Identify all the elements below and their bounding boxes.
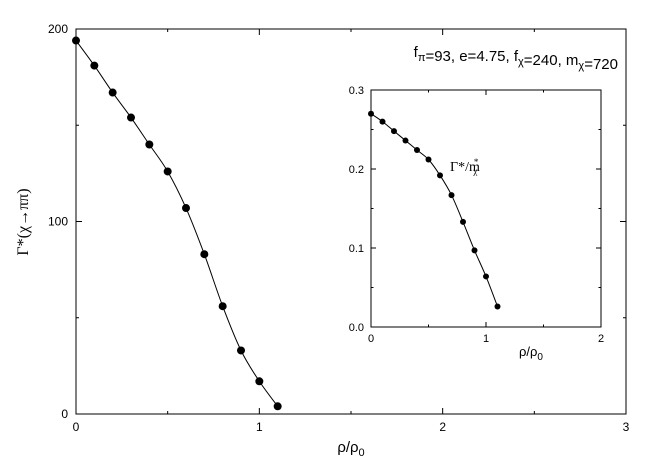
main-x-tick-label: 2 [439,420,446,434]
inset-series-label: Γ*/m* χ [450,157,480,176]
main-data-point [163,167,172,176]
inset-x-tick-label: 0 [368,333,374,345]
main-data-point [255,377,264,386]
inset-data-point [437,172,443,179]
main-x-tick-label: 0 [73,420,80,434]
inset-data-point [402,137,409,144]
main-data-point [182,204,190,213]
inset-ticks [370,89,602,328]
main-ticks [75,28,627,415]
main-data-point [145,140,154,149]
inset-x-axis-label: ρ/ρ0 [519,344,543,363]
main-data-point [200,250,209,259]
main-data-point [273,402,282,411]
main-data-point [218,302,227,311]
main-y-tick-label: 200 [48,22,68,36]
main-x-tick-label: 1 [256,420,263,434]
inset-data-point [494,303,501,310]
inset-data-point [414,147,420,154]
inset-data-point [379,118,386,125]
main-data-point [72,36,80,45]
main-data-point [127,113,135,122]
inset-y-tick-label: 0.2 [349,164,364,176]
main-y-tick-label: 0 [61,407,68,421]
main-series-points [72,36,282,411]
inset-data-point [460,218,466,225]
inset-plot-frame [370,89,602,328]
main-data-point [237,346,245,355]
parameter-annotation: fπ=93, e=4.75, fχ=240, mχ=720 [414,44,618,73]
inset-y-tick-label: 0.0 [349,322,364,334]
main-y-axis-label: Γ*(χ→ππ) [15,188,32,255]
inset-x-tick-label: 2 [598,333,604,345]
inset-data-point [391,128,397,135]
main-plot: 0 1 2 3 0 100 200 fπ=93, e=4.75, fχ=240, mχ=72… [15,22,630,459]
inset-x-tick-label: 1 [483,333,489,345]
main-x-tick-label: 3 [623,420,630,434]
inset-plot: 0 1 2 0.0 0.1 0.2 0.3 Γ*/m* χ ρ/ρ0 [349,85,604,363]
main-y-tick-label: 100 [48,215,68,229]
main-tick-labels: 0 1 2 3 0 100 200 [48,22,630,434]
main-x-axis-label: ρ/ρ0 [337,439,364,459]
inset-data-point [448,192,455,199]
main-data-point [90,61,99,70]
inset-y-tick-label: 0.3 [349,85,364,97]
inset-data-point [483,273,489,280]
inset-data-point [471,247,478,254]
inset-data-point [368,110,374,117]
inset-series-points [368,110,501,310]
inset-y-tick-label: 0.1 [349,243,364,255]
main-series-line [75,40,279,407]
main-data-point [108,88,117,97]
inset-data-point [425,156,432,163]
inset-tick-labels: 0 1 2 0.0 0.1 0.2 0.3 [349,85,604,345]
